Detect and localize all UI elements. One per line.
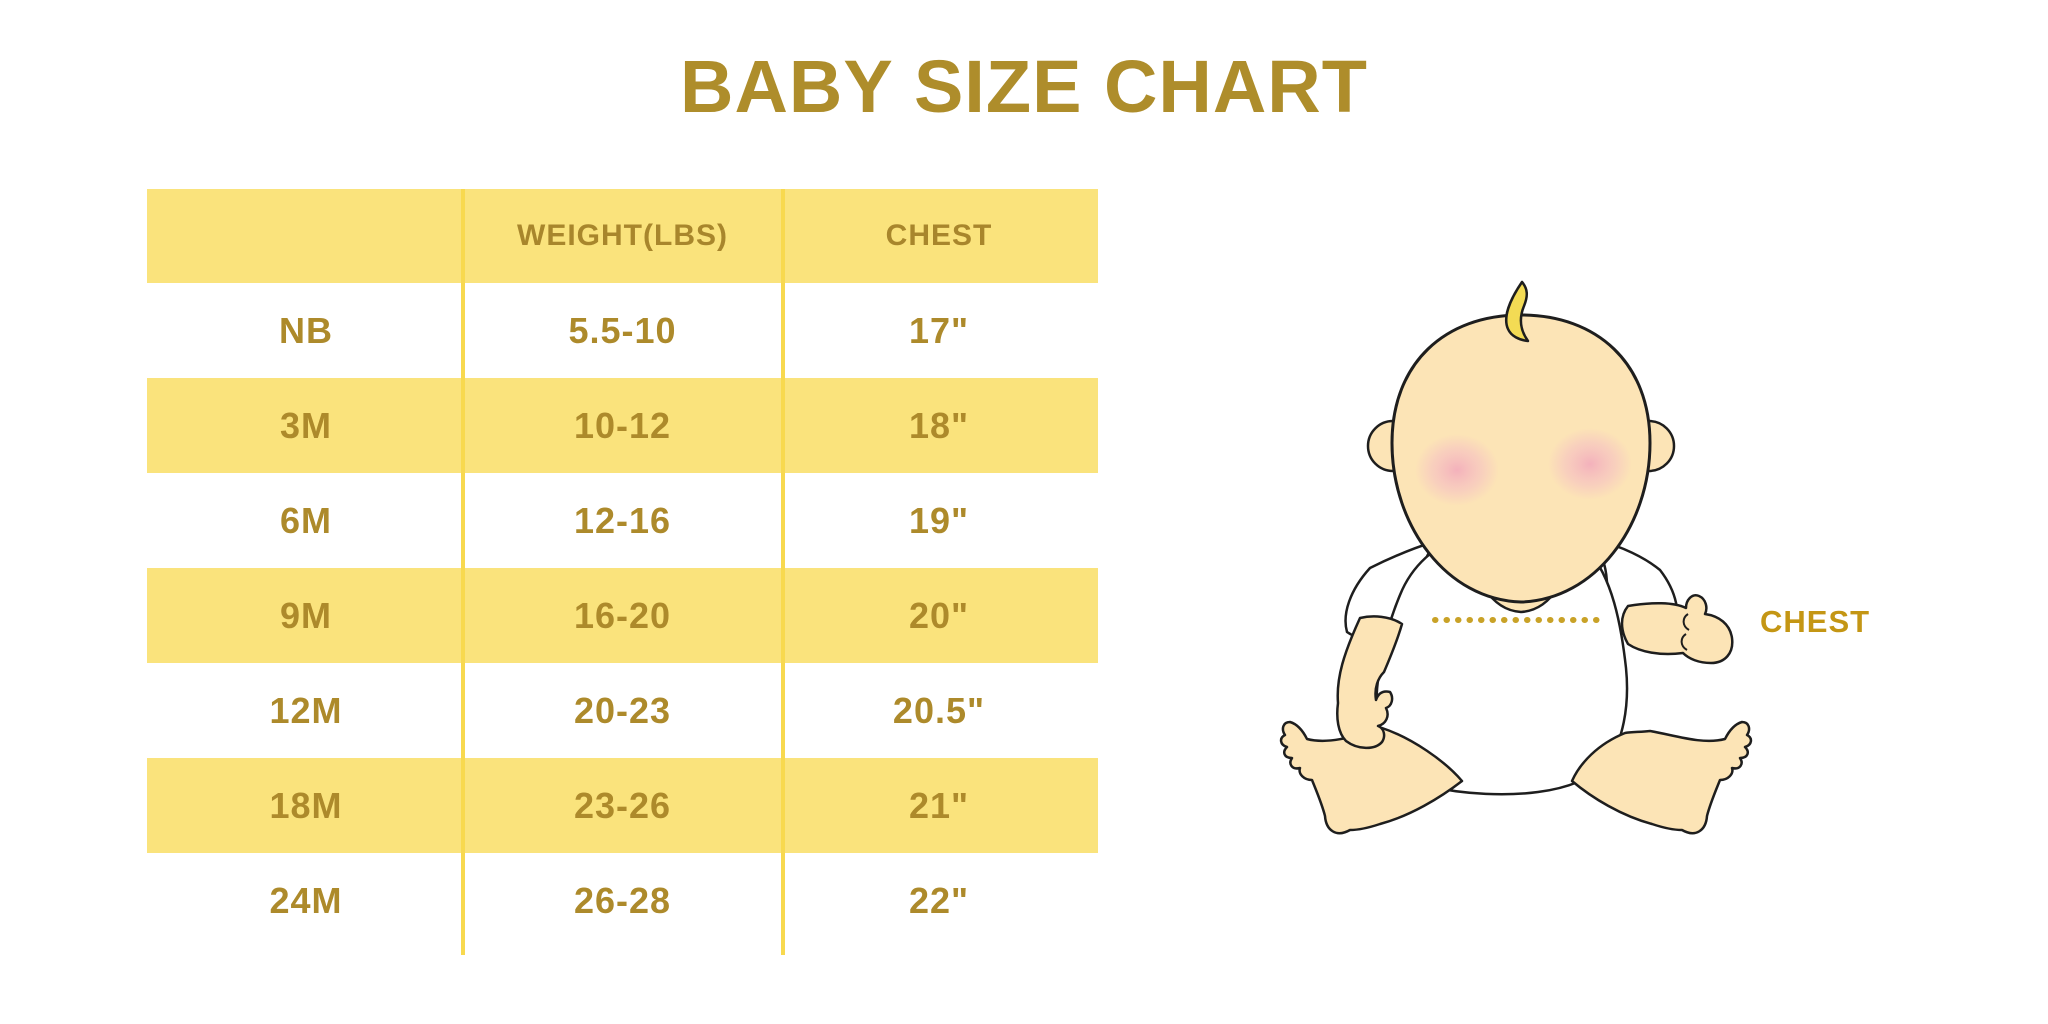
baby-left-arm — [1336, 615, 1404, 750]
column-divider-2 — [781, 189, 785, 955]
cell-weight: 12-16 — [573, 499, 672, 541]
table-row: NB 5.5-10 17" — [147, 283, 1098, 378]
table-row: 24M 26-28 22" — [147, 853, 1098, 948]
baby-right-leg — [1570, 720, 1753, 835]
cell-weight: 16-20 — [573, 594, 672, 636]
column-divider-1 — [461, 189, 465, 955]
baby-fist-knuckles — [1680, 613, 1690, 651]
cell-chest: 19" — [908, 499, 970, 541]
size-table: WEIGHT(LBS) CHEST NB 5.5-10 17" 3M 10-12… — [147, 189, 1098, 955]
cell-chest: 20.5" — [892, 689, 986, 731]
cell-chest: 20" — [908, 594, 970, 636]
table-row: 9M 16-20 20" — [147, 568, 1098, 663]
cell-size: 6M — [279, 499, 332, 541]
cell-weight: 23-26 — [573, 784, 672, 826]
cell-size: 12M — [269, 689, 343, 731]
cell-weight: 26-28 — [573, 879, 672, 921]
size-table-body: NB 5.5-10 17" 3M 10-12 18" 6M 12-16 19" … — [147, 283, 1098, 948]
baby-right-arm — [1620, 594, 1734, 665]
table-row: 12M 20-23 20.5" — [147, 663, 1098, 758]
cell-chest: 18" — [908, 404, 970, 446]
cell-size: 9M — [279, 594, 332, 636]
baby-left-leg — [1279, 720, 1464, 835]
table-row: 3M 10-12 18" — [147, 378, 1098, 473]
header-cell-weight: WEIGHT(LBS) — [517, 219, 728, 252]
cell-size: 18M — [269, 784, 343, 826]
cell-chest: 21" — [908, 784, 970, 826]
cell-size: 24M — [269, 879, 343, 921]
table-header-row: WEIGHT(LBS) CHEST — [147, 189, 1098, 283]
header-cell-chest: CHEST — [885, 219, 993, 252]
chest-label: CHEST — [1760, 604, 1871, 639]
baby-hair-curl — [1505, 280, 1530, 343]
page-title: BABY SIZE CHART — [680, 45, 1368, 128]
cell-weight: 20-23 — [573, 689, 672, 731]
baby-head — [1390, 313, 1652, 604]
cell-weight: 5.5-10 — [568, 309, 677, 351]
cell-size: 3M — [279, 404, 332, 446]
baby-right-cheek — [1548, 428, 1632, 500]
baby-left-cheek — [1415, 434, 1499, 506]
header-cell-size — [147, 189, 465, 283]
cell-chest: 17" — [908, 309, 970, 351]
cell-chest: 22" — [908, 879, 970, 921]
cell-weight: 10-12 — [573, 404, 672, 446]
table-row: 6M 12-16 19" — [147, 473, 1098, 568]
cell-size: NB — [279, 309, 333, 351]
baby-illustration — [1279, 280, 1753, 835]
table-row: 18M 23-26 21" — [147, 758, 1098, 853]
